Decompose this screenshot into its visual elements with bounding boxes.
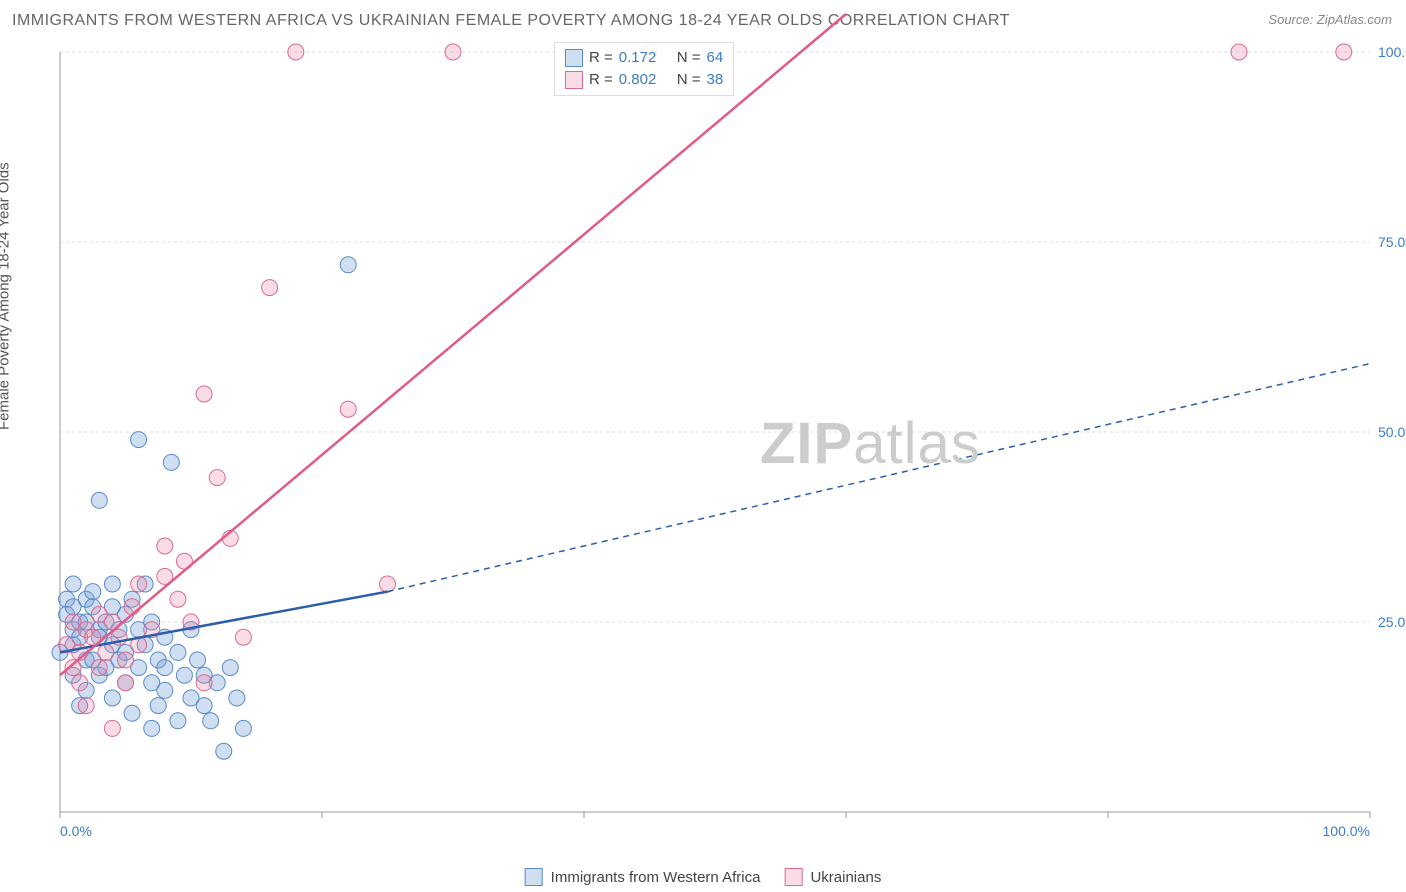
data-point xyxy=(1336,44,1352,60)
legend-stat-row: R = 0.802 N = 38 xyxy=(565,69,723,91)
data-point xyxy=(65,576,81,592)
data-point xyxy=(1231,44,1247,60)
data-point xyxy=(196,386,212,402)
svg-text:25.0%: 25.0% xyxy=(1378,614,1406,630)
data-point xyxy=(85,584,101,600)
n-value: 64 xyxy=(707,47,724,69)
n-label: N = xyxy=(677,47,701,69)
source-value: ZipAtlas.com xyxy=(1317,12,1392,27)
data-point xyxy=(163,454,179,470)
data-point xyxy=(288,44,304,60)
data-point xyxy=(131,576,147,592)
source-label: Source: xyxy=(1268,12,1313,27)
data-point xyxy=(170,644,186,660)
legend-item: Ukrainians xyxy=(784,868,881,886)
data-point xyxy=(157,660,173,676)
regression-extension xyxy=(388,364,1371,592)
chart-title: IMMIGRANTS FROM WESTERN AFRICA VS UKRAIN… xyxy=(12,12,1010,30)
svg-text:100.0%: 100.0% xyxy=(1323,823,1370,839)
source-attribution: Source: ZipAtlas.com xyxy=(1268,12,1392,27)
data-point xyxy=(170,591,186,607)
data-point xyxy=(150,698,166,714)
watermark: ZIPatlas xyxy=(760,410,981,477)
data-point xyxy=(78,698,94,714)
y-axis-label: Female Poverty Among 18-24 Year Olds xyxy=(0,162,13,430)
n-value: 38 xyxy=(707,69,724,91)
r-label: R = xyxy=(589,47,613,69)
data-point xyxy=(104,690,120,706)
data-point xyxy=(222,660,238,676)
svg-text:0.0%: 0.0% xyxy=(60,823,92,839)
legend-stats: R = 0.172 N = 64 R = 0.802 N = 38 xyxy=(554,42,734,96)
data-point xyxy=(124,705,140,721)
data-point xyxy=(131,432,147,448)
data-point xyxy=(104,720,120,736)
data-point xyxy=(157,682,173,698)
data-point xyxy=(118,652,134,668)
data-point xyxy=(91,492,107,508)
data-point xyxy=(170,713,186,729)
svg-text:100.0%: 100.0% xyxy=(1378,44,1406,60)
data-point xyxy=(216,743,232,759)
data-point xyxy=(196,698,212,714)
data-point xyxy=(91,660,107,676)
correlation-chart: 25.0%50.0%75.0%100.0%0.0%100.0% xyxy=(50,40,1390,830)
data-point xyxy=(196,675,212,691)
data-point xyxy=(445,44,461,60)
legend-swatch xyxy=(525,868,543,886)
data-point xyxy=(118,675,134,691)
data-point xyxy=(262,280,278,296)
data-point xyxy=(104,576,120,592)
data-point xyxy=(235,629,251,645)
legend-swatch xyxy=(784,868,802,886)
data-point xyxy=(340,401,356,417)
legend-label: Immigrants from Western Africa xyxy=(551,869,761,886)
data-point xyxy=(144,720,160,736)
legend-swatch xyxy=(565,49,583,67)
legend-stat-row: R = 0.172 N = 64 xyxy=(565,47,723,69)
r-value: 0.802 xyxy=(619,69,671,91)
data-point xyxy=(209,470,225,486)
r-value: 0.172 xyxy=(619,47,671,69)
data-point xyxy=(124,599,140,615)
legend-label: Ukrainians xyxy=(810,869,881,886)
data-point xyxy=(157,538,173,554)
data-point xyxy=(235,720,251,736)
data-point xyxy=(176,667,192,683)
legend-item: Immigrants from Western Africa xyxy=(525,868,761,886)
r-label: R = xyxy=(589,69,613,91)
data-point xyxy=(190,652,206,668)
legend-series: Immigrants from Western Africa Ukrainians xyxy=(525,868,882,886)
data-point xyxy=(229,690,245,706)
data-point xyxy=(98,644,114,660)
n-label: N = xyxy=(677,69,701,91)
data-point xyxy=(72,675,88,691)
legend-swatch xyxy=(565,71,583,89)
svg-text:50.0%: 50.0% xyxy=(1378,424,1406,440)
svg-text:75.0%: 75.0% xyxy=(1378,234,1406,250)
data-point xyxy=(203,713,219,729)
data-point xyxy=(340,257,356,273)
